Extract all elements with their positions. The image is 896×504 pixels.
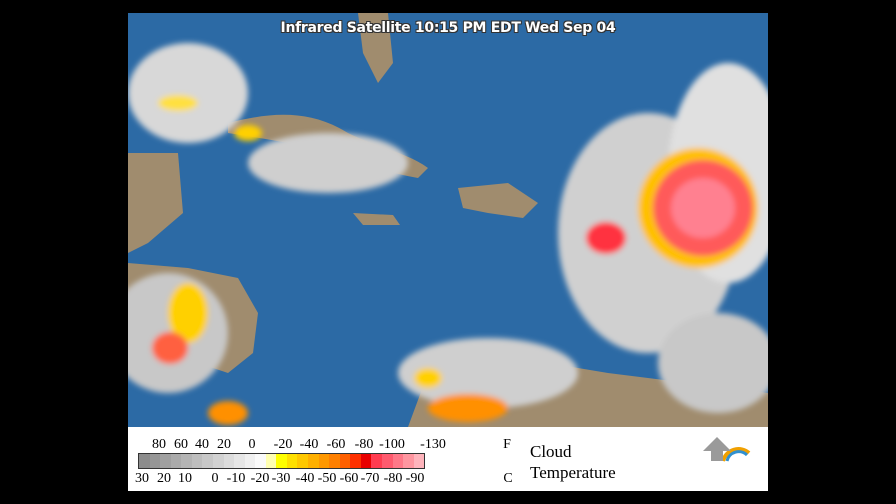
- celsius-tick: 0: [211, 471, 219, 486]
- celsius-unit: C: [503, 471, 513, 486]
- fahrenheit-unit: F: [503, 437, 511, 452]
- celsius-tick: -90: [405, 471, 425, 486]
- color-swatch: [202, 454, 213, 468]
- color-swatch: [223, 454, 235, 468]
- color-swatch: [329, 454, 340, 468]
- color-swatch: [191, 454, 203, 468]
- legend-title: Cloud Temperature: [530, 441, 616, 483]
- celsius-tick: 10: [178, 471, 192, 486]
- legend-title-line2: Temperature: [530, 463, 616, 482]
- fahrenheit-tick: -60: [326, 437, 346, 452]
- color-swatch: [371, 454, 382, 468]
- fahrenheit-tick: 80: [152, 437, 166, 452]
- land-jamaica: [353, 213, 400, 225]
- fahrenheit-tick: -80: [354, 437, 374, 452]
- color-scale-bar: [138, 453, 425, 469]
- fahrenheit-tick: -100: [379, 437, 405, 452]
- land-hispaniola: [458, 183, 538, 218]
- color-swatch: [255, 454, 266, 468]
- color-swatch: [212, 454, 224, 468]
- color-swatch: [350, 454, 361, 468]
- celsius-tick: -80: [383, 471, 403, 486]
- map-graphic: [128, 13, 768, 427]
- fahrenheit-tick: 60: [174, 437, 188, 452]
- land-florida: [358, 13, 393, 83]
- celsius-tick: -40: [295, 471, 315, 486]
- color-swatch: [170, 454, 182, 468]
- fahrenheit-tick: 40: [195, 437, 209, 452]
- cloud-cover: [128, 43, 768, 425]
- color-swatch: [139, 454, 150, 468]
- celsius-tick: -70: [360, 471, 380, 486]
- temperature-legend: Cloud Temperature 80 60 40 20 0 -20 -40 -60 -80-…: [128, 427, 768, 491]
- satellite-map: Infrared Satellite 10:15 PM EDT Wed Sep …: [128, 13, 768, 427]
- color-swatch: [339, 454, 351, 468]
- celsius-tick: 20: [157, 471, 171, 486]
- color-swatch: [297, 454, 308, 468]
- color-swatch: [381, 454, 393, 468]
- weather-logo-icon: [703, 437, 751, 462]
- celsius-tick: -10: [226, 471, 246, 486]
- fahrenheit-tick: 0: [248, 437, 256, 452]
- color-swatch: [392, 454, 404, 468]
- land-yucatan: [128, 153, 183, 253]
- fahrenheit-tick: 20: [217, 437, 231, 452]
- color-swatch: [308, 454, 319, 468]
- map-title: Infrared Satellite 10:15 PM EDT Wed Sep …: [280, 20, 616, 36]
- color-swatch: [413, 454, 425, 468]
- color-swatch: [403, 454, 414, 468]
- legend-title-line1: Cloud: [530, 442, 572, 461]
- celsius-tick: -20: [250, 471, 270, 486]
- satellite-image-panel: Infrared Satellite 10:15 PM EDT Wed Sep …: [128, 13, 768, 491]
- celsius-tick: 30: [135, 471, 149, 486]
- fahrenheit-tick: -130: [420, 437, 446, 452]
- color-swatch: [318, 454, 330, 468]
- fahrenheit-tick: -40: [299, 437, 319, 452]
- color-swatch: [160, 454, 171, 468]
- celsius-tick: -60: [339, 471, 359, 486]
- color-swatch: [244, 454, 256, 468]
- color-swatch: [149, 454, 161, 468]
- fahrenheit-tick: -20: [273, 437, 293, 452]
- celsius-tick: -30: [271, 471, 291, 486]
- color-swatch: [276, 454, 287, 468]
- color-swatch: [286, 454, 298, 468]
- celsius-tick: -50: [317, 471, 337, 486]
- color-swatch: [360, 454, 372, 468]
- color-swatch: [265, 454, 277, 468]
- color-swatch: [234, 454, 245, 468]
- color-swatch: [181, 454, 192, 468]
